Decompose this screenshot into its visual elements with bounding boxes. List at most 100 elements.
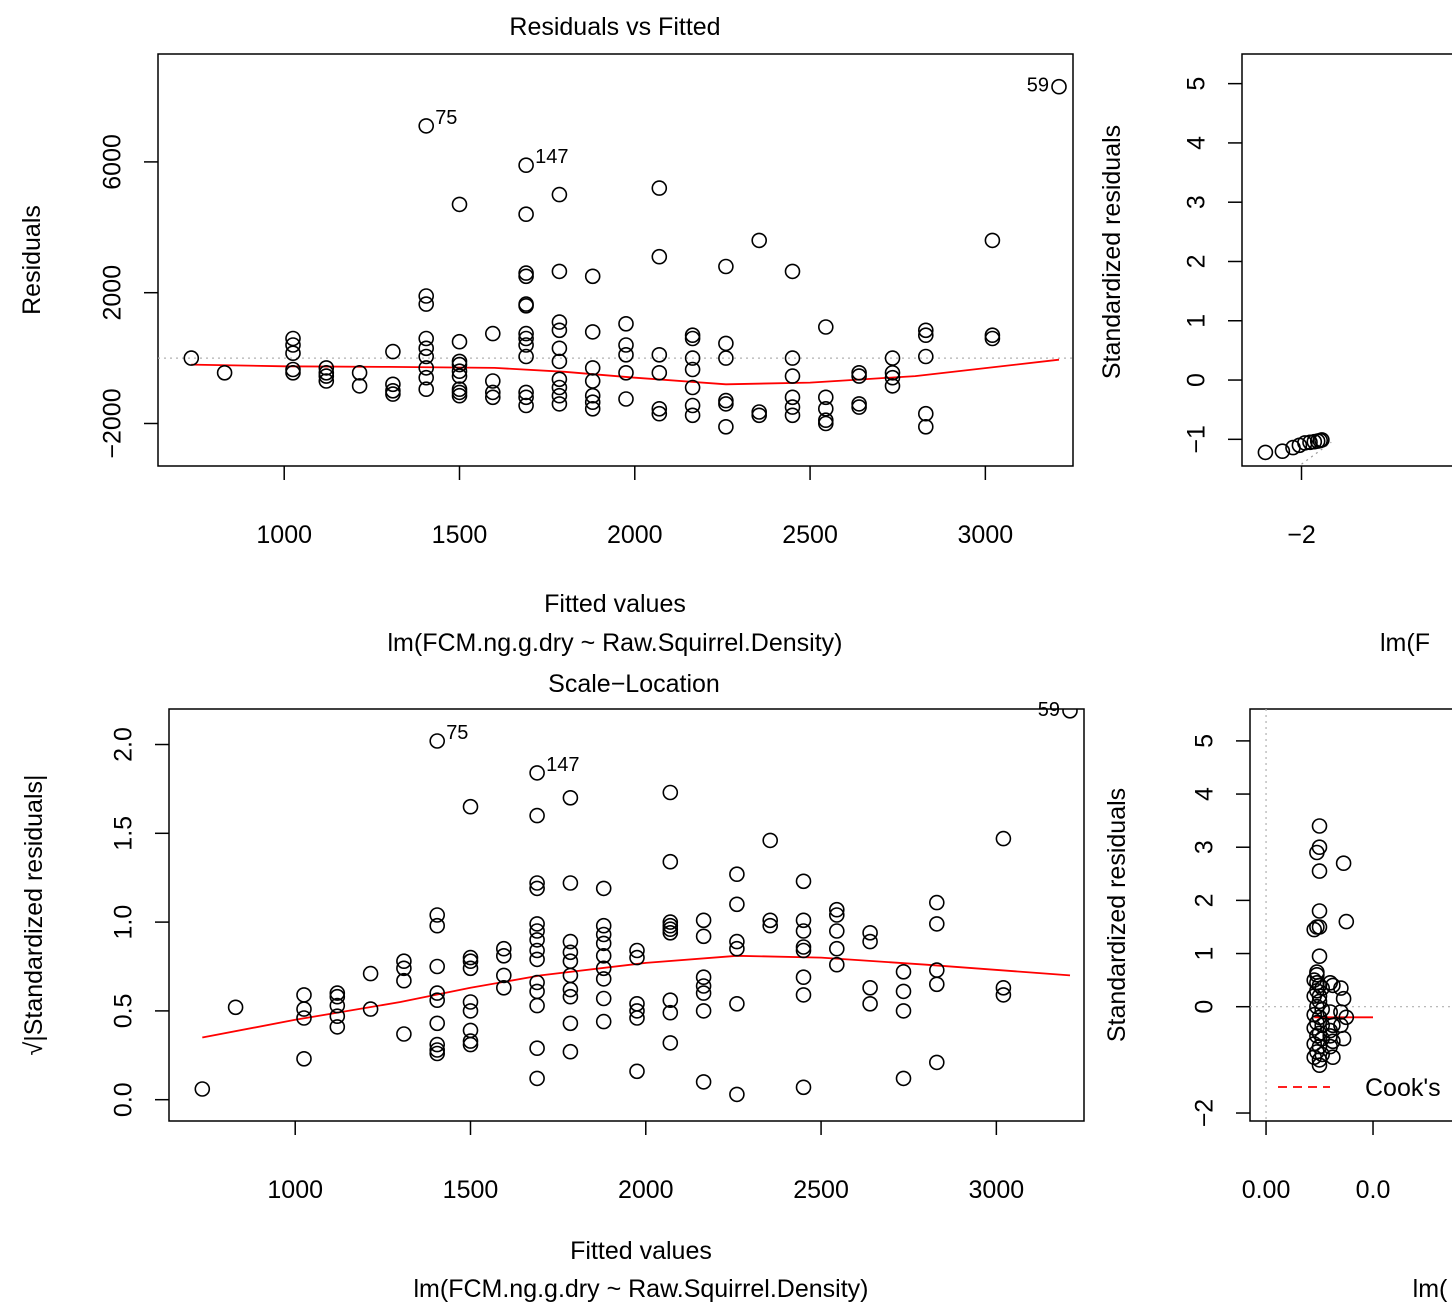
data-point bbox=[928, 1054, 945, 1071]
data-point bbox=[429, 917, 446, 934]
data-point bbox=[418, 118, 435, 134]
model-formula: lm(FCM.ng.g.dry ~ Raw.Squirrel.Density) bbox=[388, 629, 843, 657]
data-point bbox=[484, 325, 501, 342]
model-formula: lm(F bbox=[1380, 629, 1430, 657]
x-tick-label: 0.0 bbox=[1356, 1176, 1391, 1204]
plot-title: Scale−Location bbox=[548, 670, 720, 698]
data-point bbox=[329, 985, 346, 1001]
y-axis-label: Residuals bbox=[18, 205, 46, 315]
data-point bbox=[285, 364, 301, 381]
y-tick-label: 2000 bbox=[99, 265, 127, 321]
y-tick-label: 3 bbox=[1191, 840, 1219, 854]
data-point bbox=[1297, 435, 1313, 451]
data-point bbox=[429, 958, 446, 975]
data-point bbox=[562, 944, 579, 961]
data-point bbox=[1051, 78, 1067, 95]
y-tick-label: −2000 bbox=[99, 388, 127, 458]
data-point bbox=[817, 415, 834, 432]
data-point bbox=[851, 368, 867, 384]
data-point bbox=[662, 924, 679, 941]
smooth-line bbox=[202, 954, 1071, 1039]
data-point bbox=[429, 907, 446, 923]
data-point bbox=[518, 157, 534, 173]
data-point bbox=[518, 297, 534, 314]
data-point bbox=[584, 324, 601, 340]
y-tick-label: 1 bbox=[1191, 947, 1219, 961]
data-point bbox=[518, 325, 534, 342]
data-point bbox=[862, 933, 878, 950]
data-point bbox=[995, 830, 1012, 847]
data-point bbox=[296, 987, 312, 1003]
data-point bbox=[828, 940, 845, 957]
data-point bbox=[795, 1079, 812, 1096]
data-point bbox=[194, 1081, 211, 1097]
data-point bbox=[584, 373, 601, 389]
x-axis-label: Fitted values bbox=[544, 590, 686, 618]
data-point bbox=[584, 387, 601, 404]
data-point bbox=[828, 923, 845, 939]
data-point bbox=[928, 894, 945, 911]
data-point bbox=[318, 368, 335, 384]
data-point bbox=[595, 960, 612, 977]
data-point bbox=[451, 356, 468, 373]
y-tick-label: 2 bbox=[1191, 893, 1219, 907]
data-point bbox=[884, 364, 901, 381]
y-tick-label: 4 bbox=[1191, 787, 1219, 801]
y-tick-label: 1 bbox=[1183, 314, 1211, 328]
data-point bbox=[418, 340, 435, 357]
data-point bbox=[551, 353, 568, 370]
data-point bbox=[618, 315, 634, 332]
data-point bbox=[1325, 977, 1341, 994]
data-point bbox=[318, 360, 335, 376]
data-point bbox=[595, 935, 612, 952]
data-point bbox=[595, 971, 612, 987]
data-point bbox=[562, 875, 579, 891]
data-point bbox=[296, 1051, 312, 1067]
data-point bbox=[562, 789, 579, 806]
data-point bbox=[396, 960, 412, 977]
data-point bbox=[429, 1042, 446, 1058]
data-point bbox=[418, 348, 435, 365]
data-point bbox=[518, 337, 534, 353]
data-point bbox=[1325, 1049, 1341, 1065]
data-point bbox=[662, 1004, 679, 1021]
data-point bbox=[695, 1074, 712, 1090]
data-point bbox=[451, 384, 468, 401]
data-point bbox=[995, 987, 1012, 1003]
data-point bbox=[917, 405, 934, 422]
data-point bbox=[784, 389, 801, 406]
data-point bbox=[795, 873, 812, 890]
data-point bbox=[551, 186, 568, 203]
data-point bbox=[584, 268, 601, 285]
data-point bbox=[329, 1008, 346, 1025]
data-point bbox=[817, 389, 834, 406]
data-point bbox=[651, 248, 668, 265]
data-point bbox=[462, 798, 479, 815]
y-tick-label: 1.5 bbox=[110, 816, 138, 851]
legend-label: Cook's bbox=[1365, 1074, 1441, 1102]
data-point bbox=[216, 364, 233, 381]
data-point bbox=[285, 361, 301, 378]
data-point bbox=[662, 992, 679, 1009]
data-point bbox=[584, 360, 601, 376]
data-point bbox=[629, 949, 645, 966]
data-point bbox=[984, 232, 1001, 249]
point-label: 59 bbox=[1038, 699, 1060, 721]
data-point bbox=[462, 953, 479, 970]
data-point bbox=[895, 983, 912, 1000]
data-point bbox=[595, 990, 612, 1007]
y-tick-label: 5 bbox=[1191, 734, 1219, 748]
x-tick-label: 1000 bbox=[256, 521, 312, 549]
plot-frame bbox=[1249, 708, 1452, 1122]
data-point bbox=[862, 979, 878, 996]
data-point bbox=[828, 907, 845, 923]
x-tick-label: 3000 bbox=[969, 1176, 1025, 1204]
data-point bbox=[484, 373, 501, 389]
data-point bbox=[551, 379, 568, 396]
data-point bbox=[795, 987, 812, 1003]
data-point bbox=[718, 396, 734, 412]
data-point bbox=[451, 387, 468, 404]
x-tick-label: −2 bbox=[1287, 521, 1316, 549]
data-point bbox=[895, 1070, 912, 1087]
data-point bbox=[762, 917, 779, 934]
